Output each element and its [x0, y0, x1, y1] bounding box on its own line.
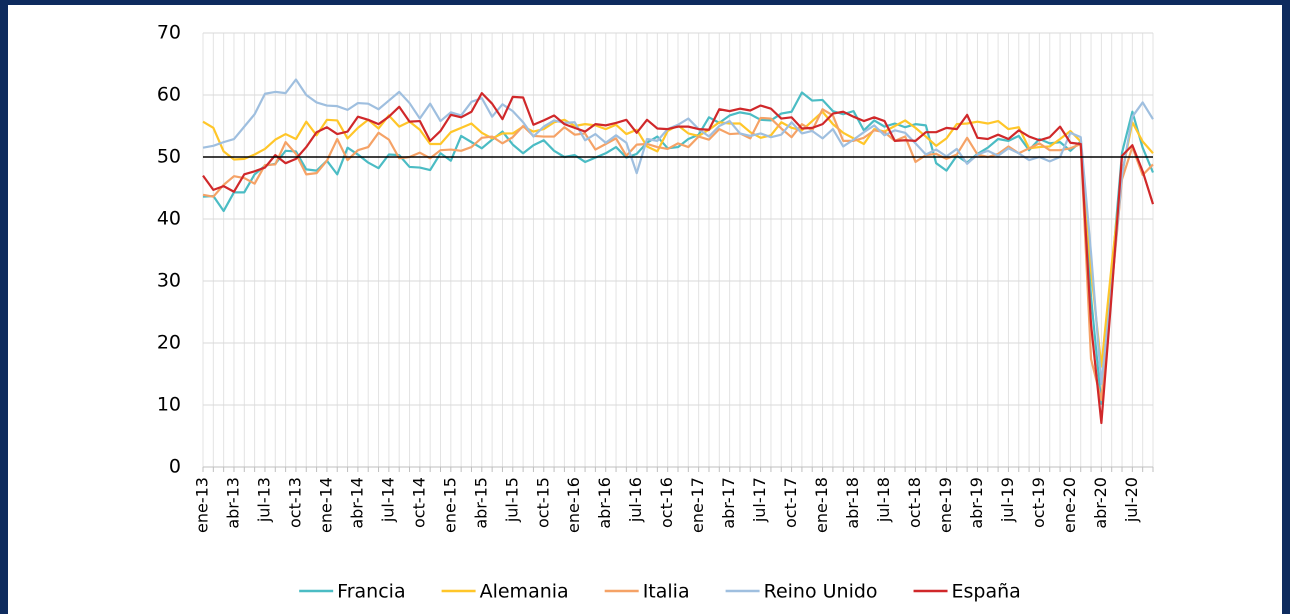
x-tick-label: abr-13 — [223, 477, 242, 529]
legend-label: Reino Unido — [764, 581, 878, 603]
x-tick-label: abr-19 — [967, 477, 986, 529]
x-tick-label: ene-19 — [936, 477, 955, 533]
x-tick-label: oct-18 — [905, 477, 924, 528]
x-tick-label: abr-16 — [595, 477, 614, 529]
y-tick-label: 20 — [157, 332, 181, 354]
x-tick-label: jul-14 — [378, 477, 397, 523]
y-tick-label: 60 — [157, 84, 181, 106]
y-tick-label: 10 — [157, 394, 181, 416]
x-tick-label: ene-13 — [193, 477, 212, 533]
x-tick-label: abr-14 — [347, 477, 366, 529]
y-tick-label: 0 — [169, 456, 181, 478]
x-tick-label: ene-18 — [812, 477, 831, 533]
series-line — [202, 78, 1154, 386]
x-tick-label: abr-18 — [843, 477, 862, 529]
x-tick-label: jul-20 — [1122, 477, 1141, 523]
x-tick-label: abr-15 — [471, 477, 490, 529]
legend-label: Alemania — [480, 581, 569, 603]
x-tick-label: jul-15 — [502, 477, 521, 523]
legend-label: Italia — [643, 581, 690, 603]
x-tick-label: oct-19 — [1029, 477, 1048, 528]
panel — [8, 5, 1282, 614]
x-tick-label: ene-20 — [1060, 477, 1079, 533]
y-tick-label: 70 — [157, 22, 181, 44]
x-tick-label: oct-17 — [781, 477, 800, 528]
x-tick-label: oct-13 — [285, 477, 304, 528]
x-tick-label: jul-17 — [750, 477, 769, 523]
x-tick-label: ene-16 — [564, 477, 583, 533]
x-tick-label: oct-15 — [533, 477, 552, 528]
x-tick-label: ene-15 — [440, 477, 459, 533]
x-tick-label: abr-17 — [719, 477, 738, 529]
x-tick-label: jul-16 — [626, 477, 645, 523]
x-tick-label: jul-19 — [998, 477, 1017, 523]
x-tick-label: ene-14 — [316, 477, 335, 533]
legend-label: España — [952, 581, 1021, 603]
series-line — [202, 92, 1155, 425]
x-tick-label: oct-16 — [657, 477, 676, 528]
y-tick-label: 40 — [157, 208, 181, 230]
x-tick-label: jul-18 — [874, 477, 893, 523]
x-tick-label: oct-14 — [409, 477, 428, 528]
y-tick-label: 30 — [157, 270, 181, 292]
x-tick-label: abr-20 — [1091, 477, 1110, 529]
x-tick-label: ene-17 — [688, 477, 707, 533]
legend-label: Francia — [337, 581, 405, 603]
legend: Francia Alemania Italia Reino Unido España — [299, 581, 1021, 603]
y-tick-label: 50 — [157, 146, 181, 168]
x-tick-label: jul-13 — [254, 477, 273, 523]
